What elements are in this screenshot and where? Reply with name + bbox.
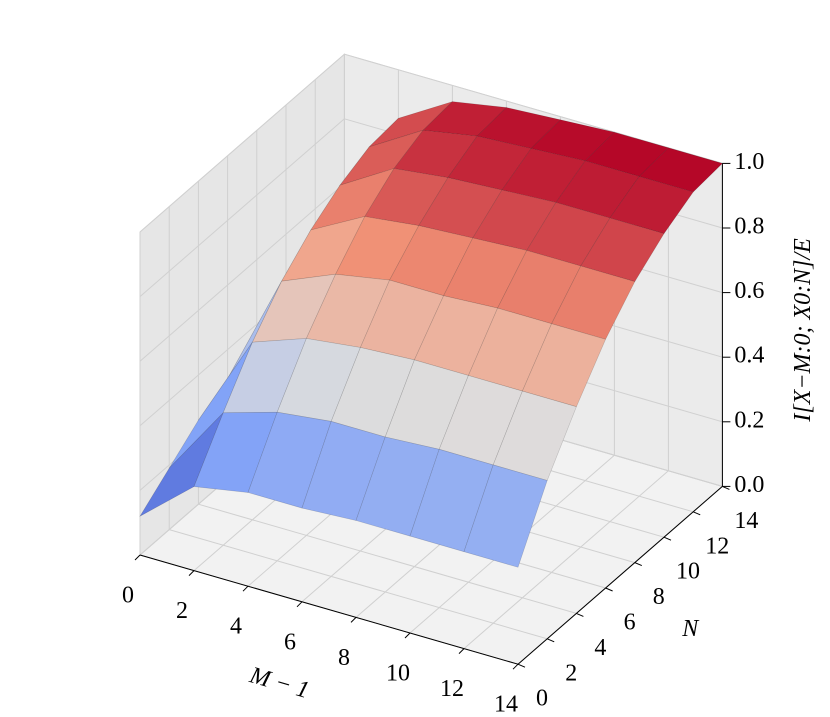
y-tick — [605, 587, 613, 592]
z-tick-label: 0.2 — [734, 407, 764, 433]
x-tick — [350, 617, 357, 623]
axis-line — [139, 554, 519, 665]
x-tick — [188, 570, 195, 576]
surface-facet — [492, 390, 577, 481]
grid-line — [463, 470, 669, 649]
y-tick-label: 2 — [565, 660, 577, 686]
z-tick-label: 0.8 — [734, 214, 764, 240]
x-tick-label: 0 — [122, 583, 134, 609]
y-tick — [576, 612, 584, 617]
grid-line — [344, 53, 723, 164]
x-tick-label: 8 — [338, 645, 350, 671]
grid-line — [139, 183, 345, 362]
x-tick-label: 4 — [230, 614, 242, 640]
y-tick — [517, 663, 526, 668]
grid-line — [198, 503, 577, 614]
x-tick — [404, 632, 411, 639]
y-tick-label: 12 — [705, 533, 729, 559]
y-tick-label: 4 — [594, 635, 606, 661]
surface-facet — [521, 323, 607, 408]
x-tick — [458, 648, 465, 654]
y-tick-label: 10 — [676, 559, 700, 585]
surface-facet — [580, 217, 665, 282]
y-tick — [663, 536, 672, 541]
x-tick-label: 2 — [176, 598, 188, 624]
y-tick-label: 0 — [536, 686, 548, 712]
y-tick — [693, 511, 701, 516]
z-tick-label: 1.0 — [734, 149, 764, 175]
x-tick-label: 14 — [494, 692, 518, 717]
x-tick-label: 6 — [284, 629, 296, 655]
x-tick — [242, 585, 249, 592]
y-tick-label: 14 — [734, 508, 758, 534]
y-tick-label: 8 — [653, 584, 665, 610]
grid-line — [169, 529, 548, 640]
z-axis-label: I[X−M:0; X0:N]/E — [790, 238, 816, 423]
z-tick-label: 0.4 — [734, 343, 764, 369]
y-tick — [634, 562, 642, 567]
x-tick — [134, 554, 141, 561]
y-tick-label: 6 — [624, 610, 636, 636]
x-tick-label: 10 — [386, 661, 410, 687]
grid-line — [139, 53, 345, 233]
surface-facet — [463, 464, 548, 568]
x-tick-label: 12 — [440, 676, 464, 702]
axis-line — [517, 486, 723, 665]
grid-line — [139, 118, 345, 297]
z-tick-label: 0.6 — [734, 278, 764, 304]
z-tick-label: 0.0 — [734, 472, 764, 498]
x-axis-label: M − 1 — [246, 662, 312, 704]
x-tick — [296, 601, 303, 608]
y-axis-label: N — [681, 616, 700, 642]
x-tick — [512, 663, 519, 670]
y-tick — [547, 638, 555, 643]
